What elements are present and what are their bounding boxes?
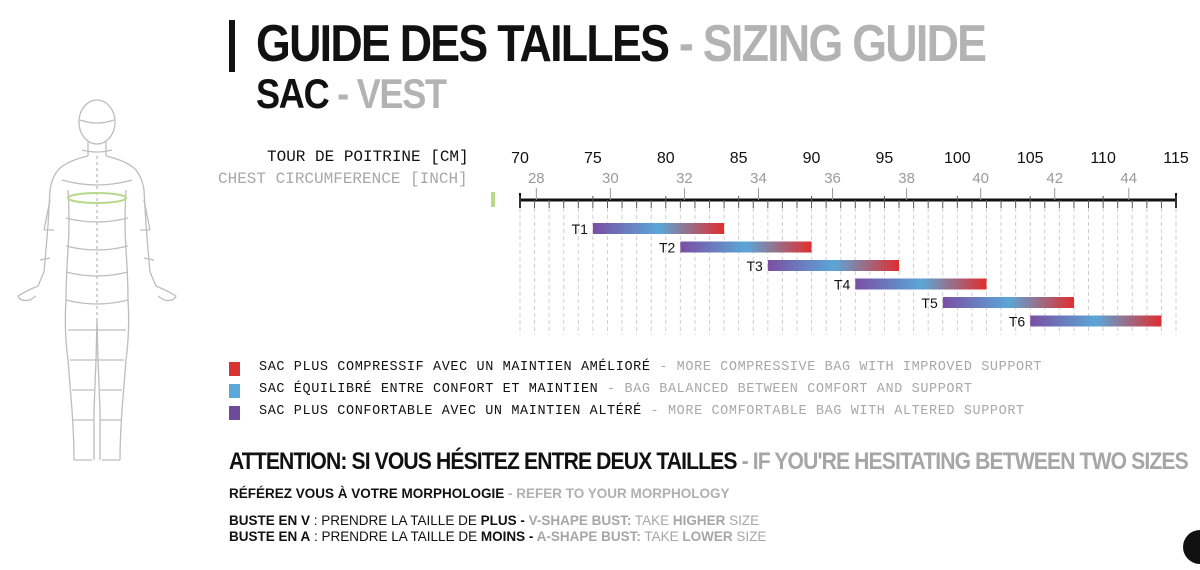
size-label-t6: T6 bbox=[1009, 314, 1026, 330]
legend-item-compressive: SAC PLUS COMPRESSIF AVEC UN MAINTIEN AMÉ… bbox=[229, 360, 1129, 380]
corner-badge bbox=[1183, 530, 1200, 564]
tick-label-cm: 90 bbox=[803, 150, 821, 167]
chest-marker bbox=[491, 192, 495, 207]
bust-a-note: BUSTE EN A : PRENDRE LA TAILLE DE MOINS … bbox=[229, 529, 767, 544]
axis-label-cm: TOUR DE POITRINE [CM] bbox=[267, 148, 469, 166]
size-bar-t6 bbox=[1030, 315, 1162, 327]
size-bar-t2 bbox=[680, 241, 812, 253]
tick-label-inch: 34 bbox=[750, 170, 767, 187]
legend-item-comfortable: SAC PLUS CONFORTABLE AVEC UN MAINTIEN AL… bbox=[229, 404, 1129, 424]
tick-label-inch: 36 bbox=[824, 170, 841, 187]
tick-label-inch: 42 bbox=[1046, 170, 1063, 187]
tick-label-cm: 95 bbox=[876, 150, 894, 167]
size-bar-t1 bbox=[592, 223, 725, 234]
tick-label-cm: 105 bbox=[1017, 150, 1044, 167]
size-label-t5: T5 bbox=[921, 295, 938, 311]
tick-label-inch: 28 bbox=[528, 170, 545, 187]
page-title: GUIDE DES TAILLES - SIZING GUIDE bbox=[256, 15, 987, 73]
axis-label-inch: CHEST CIRCUMFERENCE [INCH] bbox=[218, 170, 468, 188]
size-label-t2: T2 bbox=[659, 240, 676, 256]
attention-heading: ATTENTION: SI VOUS HÉSITEZ ENTRE DEUX TA… bbox=[229, 448, 1189, 475]
human-body-outline-icon bbox=[17, 99, 177, 461]
size-label-t1: T1 bbox=[572, 221, 589, 237]
tick-label-inch: 30 bbox=[602, 170, 619, 187]
tick-label-cm: 75 bbox=[584, 150, 602, 167]
tick-label-cm: 80 bbox=[657, 150, 675, 167]
size-label-t3: T3 bbox=[746, 258, 763, 274]
size-bar-t4 bbox=[855, 278, 987, 290]
legend-swatch-purple bbox=[229, 406, 240, 420]
tick-label-inch: 44 bbox=[1120, 170, 1137, 187]
size-label-t4: T4 bbox=[834, 277, 851, 293]
tick-label-cm: 110 bbox=[1090, 150, 1116, 167]
size-bar-t5 bbox=[942, 297, 1074, 308]
morphology-note: RÉFÉREZ VOUS À VOTRE MORPHOLOGIE - REFER… bbox=[229, 486, 730, 501]
legend-item-balanced: SAC ÉQUILIBRÉ ENTRE CONFORT ET MAINTIEN … bbox=[229, 382, 1129, 402]
tick-label-inch: 40 bbox=[972, 170, 989, 187]
legend-swatch-red bbox=[229, 362, 240, 376]
page-subtitle: SAC - VEST bbox=[256, 70, 447, 117]
size-bar-t3 bbox=[767, 260, 900, 271]
tick-label-inch: 38 bbox=[898, 170, 915, 187]
sizing-chart: 70 75 80 85 90 95 100 105 110 115 28 30 32 34 36 38 40 42… bbox=[511, 150, 1189, 335]
title-accent-bar bbox=[229, 20, 235, 72]
tick-label-cm: 100 bbox=[944, 150, 971, 167]
tick-label-cm: 85 bbox=[730, 150, 748, 167]
tick-label-inch: 32 bbox=[676, 170, 693, 187]
tick-label-cm: 115 bbox=[1163, 150, 1189, 167]
legend-swatch-blue bbox=[229, 384, 240, 398]
bust-v-note: BUSTE EN V : PRENDRE LA TAILLE DE PLUS -… bbox=[229, 513, 760, 528]
tick-label-cm: 70 bbox=[511, 150, 529, 167]
